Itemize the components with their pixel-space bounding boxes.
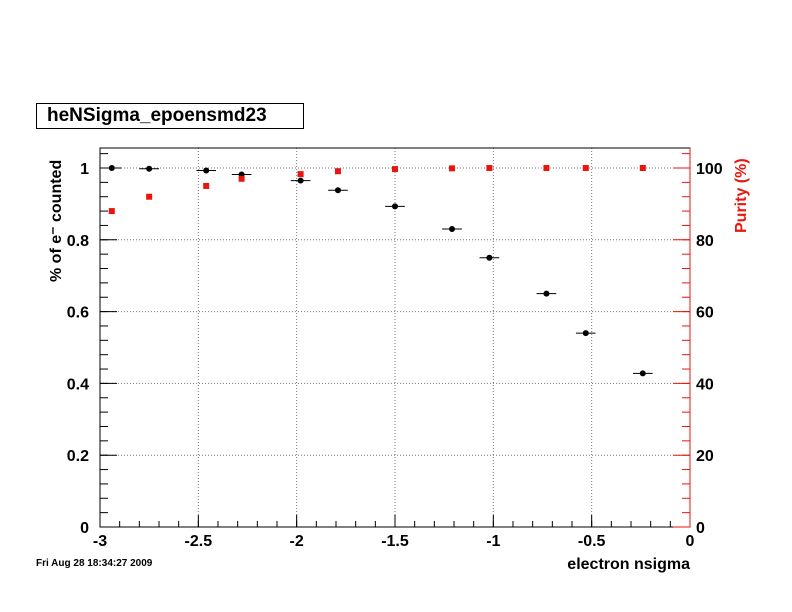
chart-title: heNSigma_epoensmd23 xyxy=(36,103,304,129)
y-right-tick-label: 100 xyxy=(696,161,723,178)
data-series xyxy=(101,165,653,377)
y-axis-title: % of e⁻ counted xyxy=(48,160,65,282)
axes: -3 -2.5 -2 -1.5 -1 -0.5 000.20.40.60.810204060… xyxy=(67,148,723,550)
y-tick-label: 0.4 xyxy=(67,376,89,393)
y-tick-label: 0 xyxy=(80,520,89,537)
y-tick-label: 0.6 xyxy=(67,305,89,322)
purity-point xyxy=(108,208,115,215)
purity-point xyxy=(334,168,341,175)
efficiency-point xyxy=(334,187,341,194)
y-tick-label: 0.2 xyxy=(67,448,89,465)
x-tick-label: 0 xyxy=(686,533,695,550)
x-tick-label: -1.5 xyxy=(381,533,409,550)
purity-point xyxy=(449,165,456,172)
efficiency-point xyxy=(582,330,589,337)
x-tick-label: -0.5 xyxy=(578,533,606,550)
x-tick-label: -2 xyxy=(290,533,304,550)
y-right-tick-label: 80 xyxy=(696,233,714,250)
x-tick-label: -3 xyxy=(93,533,107,550)
y-right-tick-label: 20 xyxy=(696,448,714,465)
purity-series xyxy=(108,165,646,215)
efficiency-point xyxy=(108,165,115,171)
efficiency-point xyxy=(486,254,493,261)
purity-point xyxy=(203,182,210,189)
efficiency-point xyxy=(449,226,456,233)
efficiency-point xyxy=(639,370,646,377)
purity-point xyxy=(238,175,245,182)
purity-point xyxy=(639,165,646,171)
purity-point xyxy=(392,166,398,173)
efficiency-point xyxy=(297,177,304,184)
y-axis-right-title: Purity (%) xyxy=(733,158,750,233)
x-tick-label: -2.5 xyxy=(185,533,213,550)
timestamp: Fri Aug 28 18:34:27 2009 xyxy=(36,558,153,569)
efficiency-point xyxy=(543,290,550,297)
purity-point xyxy=(146,193,153,200)
purity-point xyxy=(543,165,550,171)
x-axis-title: electron nsigma xyxy=(567,556,690,573)
y-tick-label: 1 xyxy=(80,161,89,178)
y-right-tick-label: 60 xyxy=(696,305,714,322)
y-tick-label: 0.8 xyxy=(67,233,89,250)
purity-point xyxy=(582,165,589,171)
x-tick-label: -1 xyxy=(486,533,500,550)
y-right-tick-label: 0 xyxy=(696,520,705,537)
efficiency-point xyxy=(203,167,210,174)
purity-point xyxy=(297,171,304,178)
efficiency-point xyxy=(392,203,398,210)
efficiency-point xyxy=(146,165,153,172)
efficiency-series xyxy=(101,165,653,377)
purity-point xyxy=(486,165,493,171)
y-right-tick-label: 40 xyxy=(696,376,714,393)
